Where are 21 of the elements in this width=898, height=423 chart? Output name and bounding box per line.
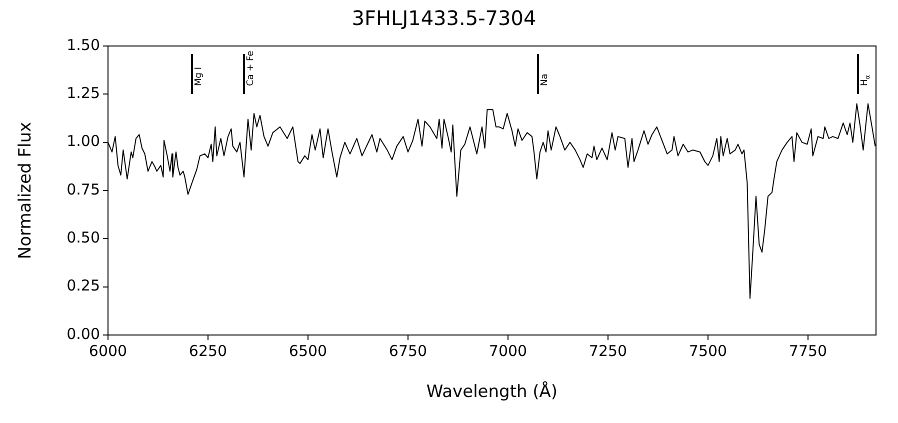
y-tick-label: 0.25 xyxy=(66,276,100,295)
x-tick-label: 6250 xyxy=(188,342,228,360)
y-tick-label: 1.50 xyxy=(66,36,100,54)
x-tick-label: 7750 xyxy=(788,342,828,360)
y-axis-title: Normalized Flux xyxy=(16,122,36,260)
y-tick-label: 1.00 xyxy=(66,132,100,150)
ref-line-label: Na xyxy=(540,74,550,86)
x-tick-label: 7250 xyxy=(588,342,628,360)
x-axis-title: Wavelength (Å) xyxy=(426,381,558,402)
ref-line-label: Ca + Fe xyxy=(246,50,256,86)
chart-title: 3FHLJ1433.5-7304 xyxy=(352,6,536,30)
x-tick-label: 6500 xyxy=(288,342,328,360)
y-tick-label: 0.75 xyxy=(66,180,100,198)
x-tick-label: 6000 xyxy=(88,342,128,360)
x-tick-label: 7500 xyxy=(688,342,728,360)
y-tick-label: 1.25 xyxy=(66,84,100,102)
x-tick-label: 6750 xyxy=(388,342,428,360)
ref-line-label: Mg I xyxy=(194,67,204,86)
y-tick-label: 0.50 xyxy=(66,228,100,247)
y-tick-label: 0.00 xyxy=(66,324,100,343)
x-tick-label: 7000 xyxy=(488,342,528,360)
